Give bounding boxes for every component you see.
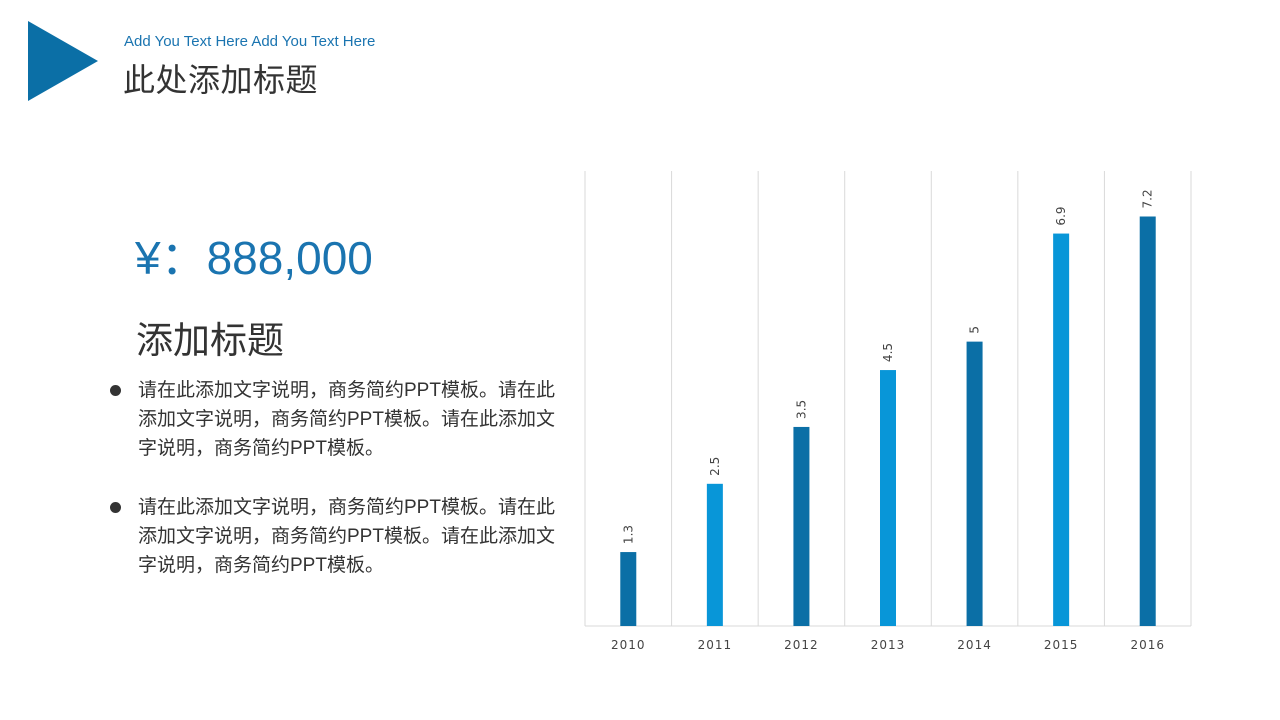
bar-2010 [620,552,637,626]
x-tick-label: 2011 [698,638,733,652]
bar-2016 [1139,216,1156,626]
bullet-text: 请在此添加文字说明，商务简约PPT模板。请在此添加文字说明，商务简约PPT模板。… [138,380,555,459]
x-tick-label: 2014 [957,638,992,652]
bullet-text: 请在此添加文字说明，商务简约PPT模板。请在此添加文字说明，商务简约PPT模板。… [138,497,555,576]
x-tick-label: 2012 [784,638,819,652]
title-triangle-icon [28,21,98,101]
x-tick-label: 2016 [1130,638,1165,652]
bar-value-label: 4.5 [881,343,895,362]
bullet-dot-icon [110,502,121,513]
bar-2011 [706,483,723,626]
bar-2015 [1053,233,1070,626]
bullet-item: 请在此添加文字说明，商务简约PPT模板。请在此添加文字说明，商务简约PPT模板。… [107,493,557,580]
x-tick-label: 2015 [1044,638,1079,652]
bar-value-label: 1.3 [621,525,635,544]
bar-value-label: 5 [968,326,982,334]
bar-value-label: 2.5 [708,457,722,476]
page-title: 此处添加标题 [123,62,319,98]
bar-2012 [793,426,810,626]
bullet-item: 请在此添加文字说明，商务简约PPT模板。请在此添加文字说明，商务简约PPT模板。… [107,376,557,463]
bar-2014 [966,341,983,626]
price-value: ¥：888,000 [135,232,373,284]
section-title: 添加标题 [136,320,284,361]
x-tick-label: 2010 [611,638,646,652]
bar-value-label: 3.5 [794,400,808,419]
bar-2013 [880,370,896,626]
bar-value-label: 7.2 [1141,189,1155,208]
bar-value-label: 6.9 [1054,206,1068,225]
x-tick-label: 2013 [871,638,906,652]
bullet-list: 请在此添加文字说明，商务简约PPT模板。请在此添加文字说明，商务简约PPT模板。… [107,376,557,610]
header-subtitle: Add You Text Here Add You Text Here [124,33,376,50]
bullet-dot-icon [110,385,121,396]
